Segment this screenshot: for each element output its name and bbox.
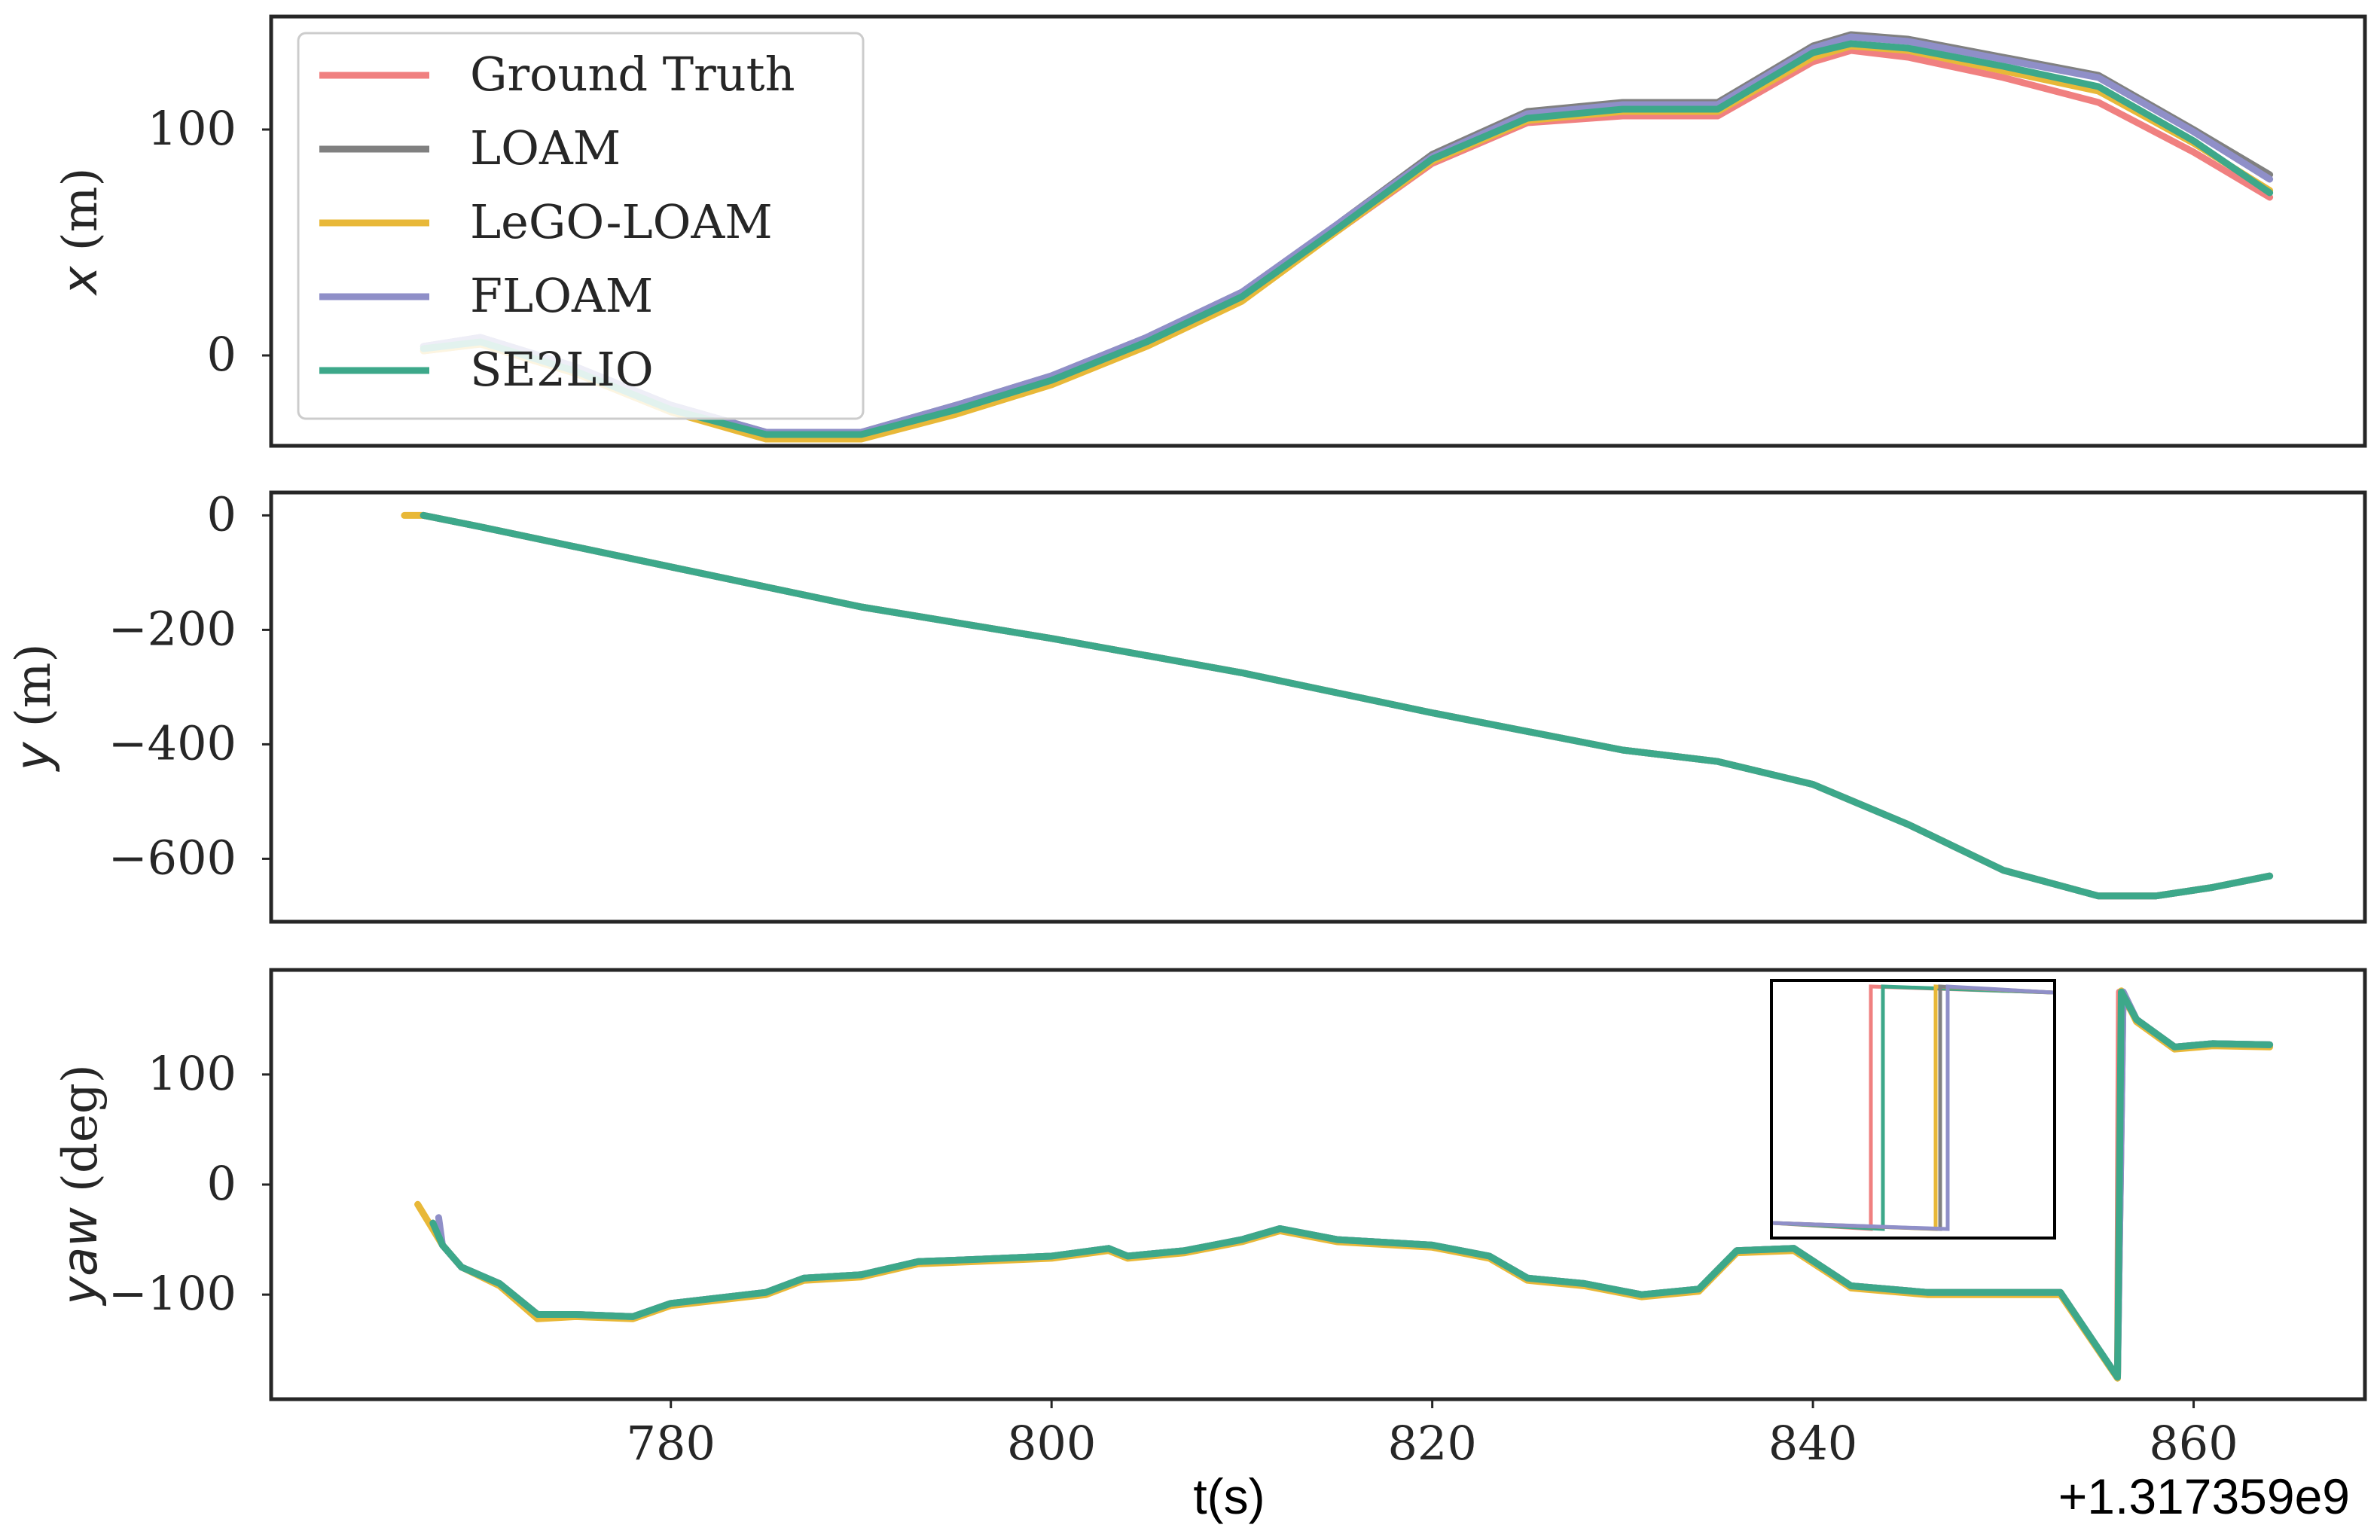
panel-x: 0 100 x (m) Ground Truth LOAM LeGO-LOAM FLOAM S… [53, 14, 2367, 448]
y-tick-label: 0 [207, 1156, 236, 1211]
plot-area-yaw [414, 987, 2274, 1382]
legend-label: Ground Truth [470, 47, 795, 102]
y-tick-label: 0 [207, 486, 236, 541]
y-axis-label-unit: (m) [6, 644, 62, 743]
x-tick-label: 840 [1768, 1416, 1857, 1471]
panel-y: 0 −200 −400 −600 y (m) [6, 486, 2367, 924]
y-tick-label: −600 [108, 830, 236, 885]
y-tick-label: 100 [148, 1046, 236, 1101]
legend-label: SE2LIO [470, 342, 654, 397]
y-axis-label: yaw (deg) [53, 1064, 108, 1307]
series-line-se2lio [429, 988, 2274, 1381]
y-tick-label: −200 [108, 601, 236, 656]
y-axis-label-variable: yaw [53, 1207, 108, 1307]
inset-frame [1770, 979, 2056, 1240]
x-tick-label: 780 [627, 1416, 716, 1471]
series-line-se2lio [420, 511, 2274, 900]
x-axis-labels: t(s) +1.317359e9 [1193, 1468, 2350, 1524]
y-tick-label: 100 [148, 101, 236, 156]
legend-label: LeGO-LOAM [470, 194, 773, 249]
y-axis-label: x (m) [53, 168, 108, 297]
legend: Ground Truth LOAM LeGO-LOAM FLOAM SE2LIO [297, 32, 865, 420]
y-axis-label-variable: y [6, 741, 62, 772]
series-line-se2lio [420, 40, 2274, 438]
zoom-inset [1770, 979, 2056, 1240]
legend-label: FLOAM [470, 268, 653, 323]
plot-area-y [401, 511, 2274, 900]
axes-frame-yaw [269, 968, 2367, 1401]
y-axis-label-variable: x [53, 265, 108, 296]
y-axis-label: y (m) [6, 644, 62, 773]
x-tick-label: 800 [1007, 1416, 1096, 1471]
x-axis-label: t(s) [1193, 1468, 1265, 1524]
x-tick-label: 860 [2149, 1416, 2238, 1471]
axes-frame-x [269, 14, 2367, 448]
x-offset-label: +1.317359e9 [2058, 1468, 2350, 1524]
y-tick-label: −100 [108, 1266, 236, 1321]
y-tick-label: 0 [207, 327, 236, 382]
y-axis-label-unit: (deg) [53, 1064, 108, 1207]
inset-background [1771, 980, 2055, 1238]
inset-series-floam [1772, 984, 2054, 1231]
x-tick-label: 820 [1387, 1416, 1476, 1471]
legend-box [297, 32, 865, 420]
y-tick-label: −400 [108, 715, 236, 770]
legend-label: LOAM [470, 120, 621, 175]
axes-frame-y [269, 490, 2367, 924]
y-axis-label-unit: (m) [53, 168, 108, 267]
